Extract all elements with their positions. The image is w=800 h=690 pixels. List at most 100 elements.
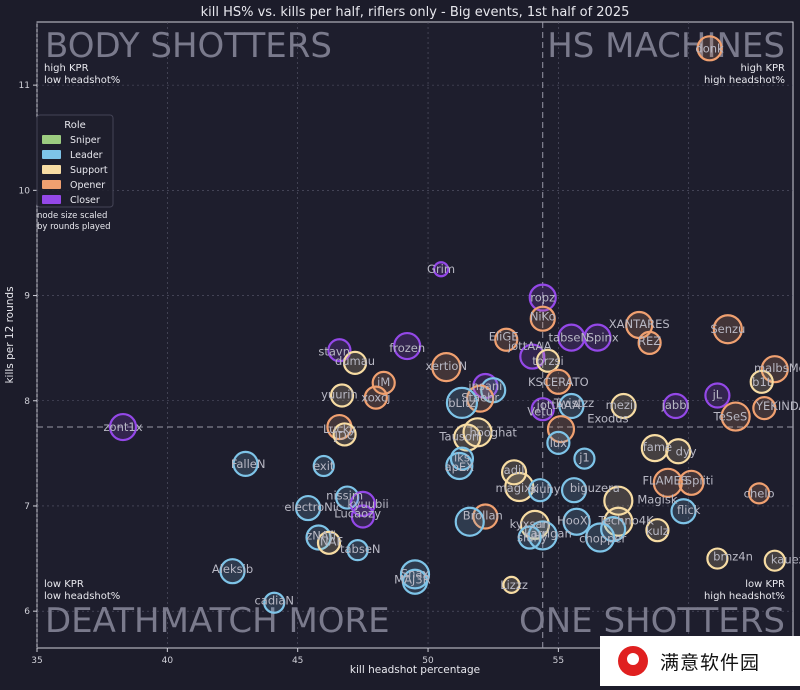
data-label: kyxsan: [510, 517, 550, 531]
data-point: [704, 382, 731, 409]
data-label: NiKo: [530, 310, 556, 324]
data-label: brnz4n: [713, 549, 753, 563]
legend-swatch: [42, 135, 61, 144]
data-point: [749, 369, 774, 394]
data-label: EliGE: [489, 330, 519, 344]
data-point: [637, 330, 662, 355]
data-label: xertioN: [425, 359, 467, 373]
data-label: malbsMd: [754, 361, 800, 375]
data-point: [573, 447, 596, 470]
quadrant-caption: low KPR: [44, 579, 84, 590]
data-label: FalleN: [231, 457, 266, 471]
data-point: [329, 383, 355, 408]
data-label: REZ: [638, 334, 661, 348]
data-label: XANTARES: [609, 317, 670, 331]
data-label: jabbi: [661, 398, 690, 412]
data-label: j1: [578, 451, 590, 465]
data-label: siuhy: [517, 531, 548, 545]
legend-swatch: [42, 165, 61, 174]
data-point: [219, 558, 246, 585]
data-label: KSCERATO: [528, 375, 589, 389]
data-point: [610, 392, 637, 420]
data-point: [316, 530, 342, 555]
data-label: iks: [454, 451, 470, 465]
data-label: yuurih: [321, 387, 358, 401]
data-label: donk: [695, 41, 724, 55]
data-point: [645, 518, 670, 543]
data-point: [349, 490, 376, 517]
quadrant-caption: high KPR: [740, 63, 785, 74]
data-point: [560, 477, 588, 504]
data-point: [342, 350, 368, 375]
data-point: [431, 351, 462, 383]
quadrant-title: BODY SHOTTERS: [45, 26, 332, 66]
data-label: stavn: [318, 344, 350, 358]
data-point: [752, 396, 777, 421]
data-point: [363, 385, 388, 410]
quadrant-title: DEATHMATCH MORE: [45, 601, 390, 641]
data-label: HooXi: [557, 514, 591, 528]
data-point: [557, 323, 586, 352]
data-label: Techno4K: [598, 514, 654, 528]
data-label: dumau: [335, 354, 375, 368]
data-label: adil: [504, 463, 525, 477]
data-label: kyuubii: [347, 497, 388, 511]
data-point: [529, 305, 556, 332]
data-label: Spiiti: [685, 474, 714, 488]
data-point: [332, 422, 357, 447]
data-label: JDC: [333, 428, 354, 442]
data-point: [399, 559, 431, 590]
data-label: Twistzz: [553, 396, 594, 410]
data-label: jottAAA: [536, 398, 581, 412]
data-label: electroNic: [284, 500, 342, 514]
data-point: [462, 417, 493, 448]
legend-label: Closer: [70, 195, 100, 206]
legend-label: Opener: [70, 180, 105, 191]
data-label: TeSeS: [713, 410, 748, 424]
legend-label: Sniper: [70, 135, 101, 146]
data-point: [662, 392, 689, 420]
data-point: [504, 471, 535, 503]
data-point: [545, 368, 572, 395]
data-label: Lucaozy: [334, 506, 381, 520]
quadrant-title: ONE SHOTTERS: [519, 601, 785, 641]
data-label: fame: [643, 440, 672, 454]
data-label: exit: [313, 459, 335, 473]
data-label: biguzera: [570, 481, 620, 495]
data-label: Tauson: [438, 430, 479, 444]
data-point: [108, 412, 138, 442]
data-label: Grim: [427, 262, 455, 276]
chart-title: kill HS% vs. kills per half, riflers onl…: [201, 5, 630, 20]
data-label: zont1x: [104, 420, 143, 434]
data-point: [445, 451, 474, 481]
data-point: [517, 525, 542, 550]
data-point: [652, 467, 683, 498]
data-point: [763, 549, 786, 572]
data-point: [535, 348, 561, 373]
x-tick-label: 50: [422, 656, 434, 666]
y-tick-label: 6: [24, 607, 30, 617]
data-point: [603, 485, 634, 516]
legend-label: Leader: [70, 150, 103, 161]
data-point: [530, 397, 555, 422]
data-point: [665, 438, 692, 465]
data-point: [670, 498, 697, 525]
data-label: tabseN: [549, 331, 590, 345]
data-label: nissim: [326, 488, 363, 502]
data-label: YEKINDAR: [755, 399, 800, 413]
data-label: flick: [677, 503, 701, 517]
data-label: Brollan: [463, 508, 503, 522]
data-point: [502, 575, 521, 594]
data-label: Senzu: [710, 322, 745, 336]
x-axis-label: kill headshot percentage: [350, 664, 480, 676]
y-tick-label: 9: [24, 292, 30, 302]
data-point: [335, 485, 360, 510]
data-point: [346, 539, 369, 562]
data-label: FLAMES: [642, 474, 688, 488]
data-label: Spinx: [587, 331, 619, 345]
size-note: by rounds played: [37, 222, 111, 232]
data-point: [454, 506, 485, 537]
y-tick-label: 7: [24, 502, 30, 512]
